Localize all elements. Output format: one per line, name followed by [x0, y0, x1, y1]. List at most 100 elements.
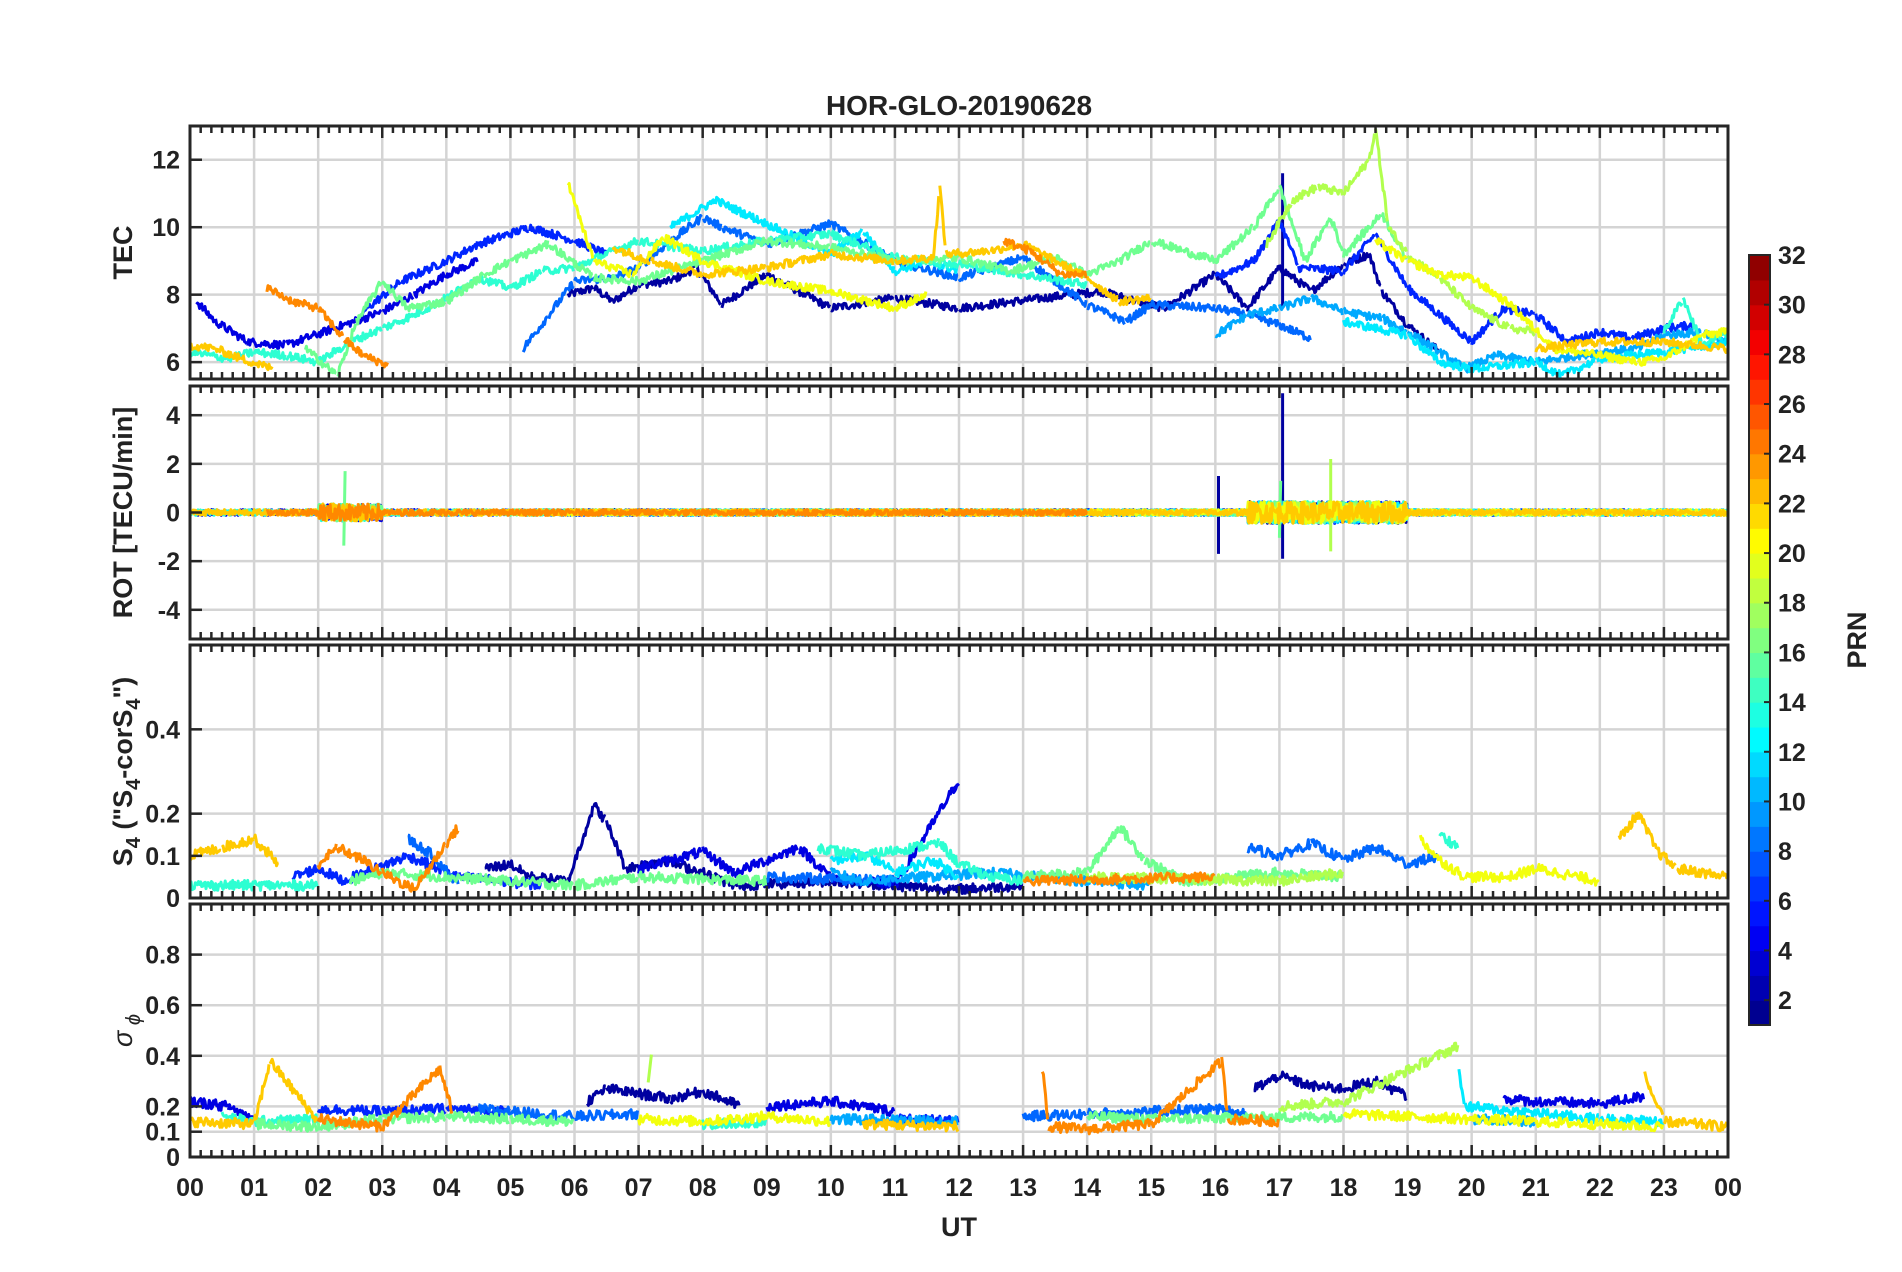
colorbar-segment — [1749, 255, 1770, 281]
sigma-y-axis-title-main: σ — [108, 1029, 138, 1047]
tec-series-prn-10 — [1214, 293, 1728, 374]
x-tick-label: 13 — [1009, 1174, 1037, 1202]
sigma-y-tick-label: 0.1 — [145, 1119, 180, 1147]
tec-series-prn-16 — [303, 184, 1408, 378]
x-tick-label: 09 — [753, 1174, 781, 1202]
rot-y-tick-label: 4 — [166, 402, 180, 430]
sigma-series-prn-8 — [477, 1103, 1248, 1123]
colorbar-tick-label: 14 — [1778, 689, 1806, 717]
x-tick-label: 12 — [945, 1174, 973, 1202]
colorbar-segment — [1749, 677, 1770, 703]
x-tick-label: 14 — [1073, 1174, 1101, 1202]
colorbar-segment — [1749, 1000, 1770, 1026]
s4-y-axis-title-part: 4 — [123, 836, 145, 848]
colorbar-segment — [1749, 851, 1770, 877]
tec-y-axis-title: TEC — [108, 226, 138, 280]
s4-y-tick-label: 0 — [166, 885, 180, 913]
colorbar-tick-label: 4 — [1778, 937, 1792, 965]
x-tick-label: 10 — [817, 1174, 845, 1202]
sigma-y-tick-label: 0.8 — [145, 942, 180, 970]
rot-series-group — [190, 393, 1728, 559]
x-tick-label: 22 — [1586, 1174, 1614, 1202]
colorbar-segment — [1749, 826, 1770, 852]
s4-series-group — [190, 782, 1728, 895]
x-tick-label: 15 — [1137, 1174, 1165, 1202]
sigma-series-prn-4 — [190, 1091, 1646, 1122]
s4-series-prn-14 — [190, 831, 1460, 892]
x-tick-label: 00 — [1714, 1174, 1742, 1202]
sigma-y-tick-label: 0 — [166, 1144, 180, 1172]
colorbar-segment — [1749, 602, 1770, 629]
x-tick-label: 02 — [304, 1174, 332, 1202]
x-tick-label: 06 — [561, 1174, 589, 1202]
tec-y-tick-label: 8 — [166, 282, 180, 310]
colorbar-segment — [1749, 726, 1770, 753]
colorbar-tick-label: 10 — [1778, 788, 1806, 816]
colorbar-segment — [1749, 652, 1770, 678]
sigma-series-group — [190, 1041, 1728, 1136]
s4-series-prn-24 — [316, 824, 1216, 893]
rot-series-prn-24 — [265, 502, 1088, 522]
sigma-series-prn-24 — [316, 1056, 1280, 1136]
x-tick-label: 19 — [1394, 1174, 1422, 1202]
rot-y-axis-title: ROT [TECU/min] — [108, 407, 138, 618]
s4-series-prn-20 — [1418, 834, 1600, 887]
tec-panel: 6 8 10 12 TEC — [108, 124, 1730, 381]
x-tick-label: 21 — [1522, 1174, 1550, 1202]
sigma-y-tick-label: 0.4 — [145, 1043, 180, 1071]
s4-y-axis-title-part: 4 — [123, 778, 145, 790]
rot-y-tick-label: 2 — [166, 451, 180, 479]
colorbar-segment — [1749, 875, 1770, 902]
colorbar-segment — [1749, 975, 1770, 1001]
rot-y-tick-label: -2 — [158, 548, 180, 576]
colorbar-tick-label: 18 — [1778, 590, 1806, 618]
s4-series-prn-10 — [829, 866, 1151, 891]
sigma-series-prn-18 — [646, 1041, 1460, 1113]
colorbar-label: PRN — [1842, 611, 1872, 668]
colorbar-segment — [1749, 553, 1770, 579]
colorbar-segment — [1749, 577, 1770, 604]
sigma-series-prn-22 — [190, 1057, 1728, 1133]
tec-y-tick-label: 6 — [166, 349, 180, 377]
colorbar-tick-label: 28 — [1778, 341, 1806, 369]
colorbar-segment — [1749, 329, 1770, 355]
tec-tick-marks — [188, 126, 1730, 379]
colorbar-segment — [1749, 503, 1770, 529]
colorbar-tick-label: 24 — [1778, 441, 1806, 469]
colorbar-segment — [1749, 702, 1770, 728]
tec-y-tick-label: 10 — [152, 214, 180, 242]
colorbar-segment — [1749, 627, 1770, 654]
x-tick-label: 04 — [432, 1174, 460, 1202]
colorbar-segment — [1749, 776, 1770, 803]
colorbar-segment — [1749, 404, 1770, 430]
rot-tick-marks — [188, 386, 1730, 639]
tec-series-prn-6 — [361, 219, 1697, 347]
colorbar-frame — [1748, 254, 1771, 1026]
colorbar-segment — [1749, 354, 1770, 380]
s4-y-axis-title-part: ("S — [108, 790, 138, 837]
colorbar-segment — [1749, 950, 1770, 976]
sigma-y-tick-label: 0.2 — [145, 1093, 180, 1121]
s4-y-tick-label: 0.1 — [145, 843, 180, 871]
s4-y-tick-label: 0.2 — [145, 801, 180, 829]
tec-y-tick-label: 12 — [152, 147, 180, 175]
sigma-panel: 00.10.2 0.4 0.6 0.8 σ ϕ — [108, 902, 1730, 1172]
x-tick-label: 11 — [882, 1174, 909, 1202]
colorbar-segment — [1749, 304, 1770, 331]
tec-series-group — [190, 128, 1728, 379]
chart-title: HOR-GLO-20190628 — [826, 90, 1092, 121]
s4-series-prn-8 — [407, 833, 1441, 888]
s4-y-axis-title-part: -corS — [108, 710, 138, 779]
s4-y-axis-title: S4 ("S4-corS4") — [108, 677, 145, 867]
colorbar-tick-label: 6 — [1778, 888, 1792, 916]
x-tick-label: 16 — [1201, 1174, 1229, 1202]
x-tick-label: 23 — [1650, 1174, 1678, 1202]
x-tick-label: 03 — [368, 1174, 396, 1202]
colorbar-tick-label: 32 — [1778, 242, 1806, 270]
x-axis-title: UT — [941, 1212, 977, 1242]
colorbar-segment — [1749, 478, 1770, 504]
colorbar-segment — [1749, 925, 1770, 952]
sigma-y-axis-title-sub: ϕ — [123, 1014, 145, 1031]
